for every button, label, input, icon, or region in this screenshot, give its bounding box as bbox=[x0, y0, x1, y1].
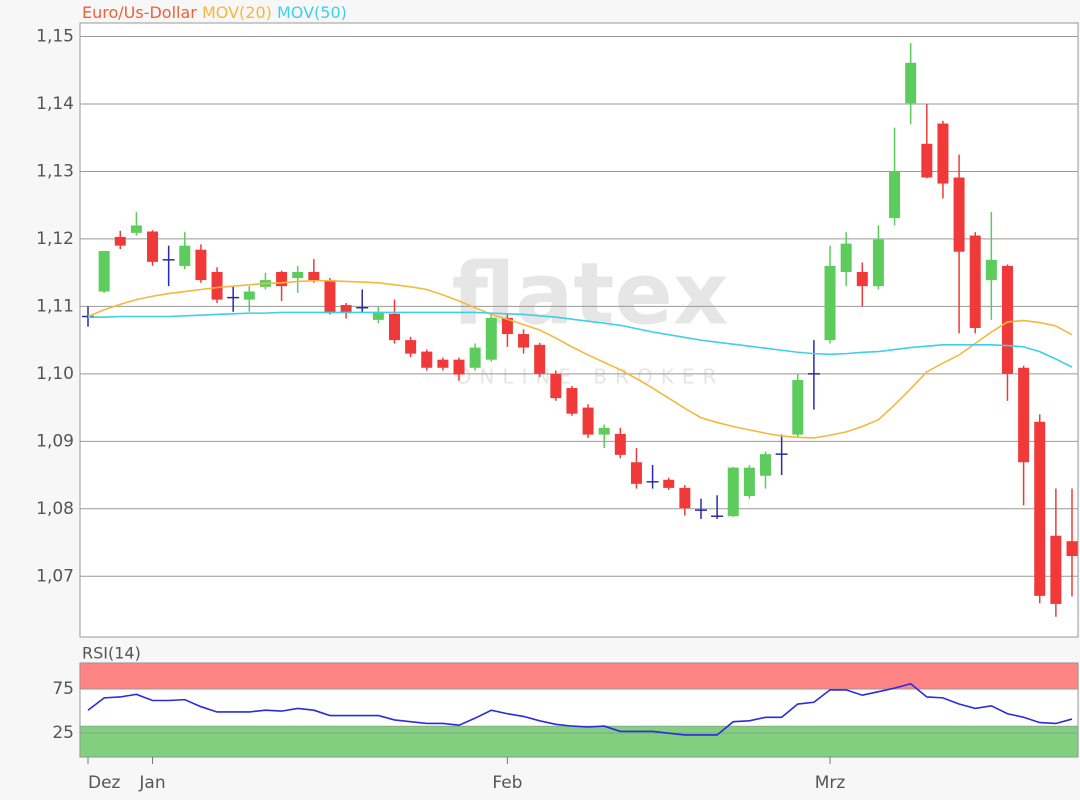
candle-body bbox=[566, 388, 578, 414]
y-tick-label: 1,12 bbox=[36, 229, 74, 249]
candle-body bbox=[760, 454, 772, 476]
candle-body bbox=[598, 427, 610, 435]
rsi-band bbox=[79, 725, 1079, 758]
candle-body bbox=[308, 271, 320, 281]
candle-body bbox=[937, 123, 949, 184]
x-tick-label: Jan bbox=[138, 773, 165, 793]
candle-body bbox=[872, 239, 884, 287]
candle-body bbox=[114, 236, 126, 246]
series-line bbox=[87, 279, 1073, 439]
candle-body bbox=[1066, 541, 1078, 557]
candle-body bbox=[1050, 535, 1062, 604]
candle-body bbox=[98, 251, 110, 292]
y-tick-label: 1,10 bbox=[36, 364, 74, 384]
candle-body bbox=[905, 62, 917, 104]
candle-body bbox=[985, 259, 997, 281]
candle-body bbox=[276, 271, 288, 287]
y-tick-label: 75 bbox=[52, 679, 74, 699]
x-tick-label: Mrz bbox=[815, 773, 846, 793]
candle-body bbox=[824, 265, 836, 341]
candle-body bbox=[550, 373, 562, 399]
candle-body bbox=[534, 344, 546, 374]
candle-body bbox=[1034, 421, 1046, 596]
candle-body bbox=[614, 433, 626, 455]
candle-body bbox=[469, 347, 481, 368]
candle-body bbox=[211, 271, 223, 300]
candle-body bbox=[969, 235, 981, 328]
candle-body bbox=[840, 243, 852, 272]
candle-body bbox=[130, 225, 142, 233]
rsi-label: RSI(14) bbox=[82, 644, 141, 663]
x-tick-label: Feb bbox=[492, 773, 522, 793]
legend: Euro/Us-Dollar MOV(20) MOV(50) bbox=[82, 3, 347, 22]
candle-body bbox=[1001, 265, 1013, 374]
candle-body bbox=[405, 340, 417, 354]
y-tick-label: 1,09 bbox=[36, 431, 74, 451]
price-plot-area bbox=[79, 22, 1079, 638]
candle-body bbox=[195, 249, 207, 281]
candle-body bbox=[953, 177, 965, 252]
candle-body bbox=[147, 231, 159, 262]
series-line bbox=[87, 682, 1073, 736]
y-tick-label: 1,08 bbox=[36, 499, 74, 519]
candle-body bbox=[663, 479, 675, 488]
candle-body bbox=[743, 467, 755, 496]
watermark-brand: flatex bbox=[452, 244, 729, 344]
candle-body bbox=[582, 407, 594, 435]
series-line bbox=[88, 311, 1073, 368]
x-tick-label: Dez bbox=[88, 773, 121, 793]
candle-body bbox=[518, 334, 530, 348]
legend-entry: MOV(20) bbox=[202, 3, 272, 22]
candle-body bbox=[324, 280, 336, 314]
candle-body bbox=[485, 317, 497, 360]
candle-body bbox=[437, 359, 449, 368]
candle-body bbox=[388, 313, 400, 341]
candle-body bbox=[727, 467, 739, 517]
candle-body bbox=[679, 487, 691, 509]
watermark-tagline: ONLINE BROKER bbox=[456, 365, 725, 389]
candle-body bbox=[421, 351, 433, 368]
candle-body bbox=[340, 305, 352, 314]
candle-body bbox=[179, 245, 191, 266]
y-tick-label: 1,13 bbox=[36, 161, 74, 181]
candle-body bbox=[292, 271, 304, 279]
candle-body bbox=[501, 317, 513, 335]
y-tick-label: 1,14 bbox=[36, 94, 74, 114]
candle-body bbox=[856, 271, 868, 287]
candle-body bbox=[889, 171, 901, 218]
legend-entry: Euro/Us-Dollar bbox=[82, 3, 197, 22]
candle-body bbox=[630, 462, 642, 484]
y-tick-label: 1,15 bbox=[36, 26, 74, 46]
candle-body bbox=[921, 143, 933, 178]
candle-body bbox=[1018, 367, 1030, 463]
y-tick-label: 25 bbox=[52, 723, 74, 743]
y-tick-label: 1,11 bbox=[36, 296, 74, 316]
candle-body bbox=[453, 359, 465, 375]
legend-entry: MOV(50) bbox=[277, 3, 347, 22]
rsi-band bbox=[79, 662, 1079, 690]
y-tick-label: 1,07 bbox=[36, 566, 74, 586]
candle-body bbox=[372, 311, 384, 320]
candle-body bbox=[243, 291, 255, 300]
candle-body bbox=[792, 379, 804, 435]
